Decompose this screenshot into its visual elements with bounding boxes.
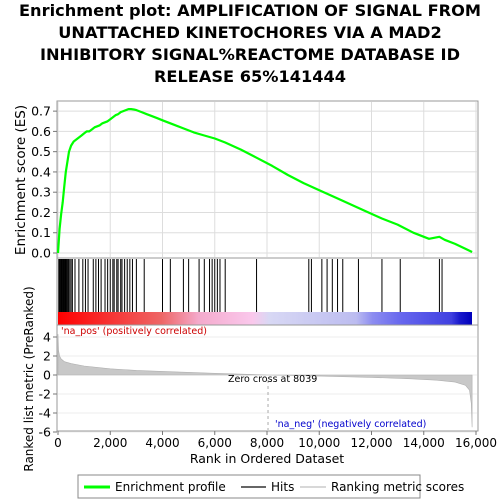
metric-y-tick-label: 2 bbox=[43, 349, 51, 364]
x-tick-label: 6,000 bbox=[198, 436, 232, 450]
es-y-tick-label: 0.4 bbox=[31, 164, 51, 179]
title-line-4: RELEASE 65%141444 bbox=[153, 67, 347, 86]
title-line-2: UNATTACHED KINETOCHORES VIA A MAD2 bbox=[58, 23, 442, 42]
es-y-tick-label: 0.5 bbox=[31, 144, 51, 159]
legend: Enrichment profile Hits Ranking metric s… bbox=[77, 474, 464, 499]
metric-y-axis: 4 2 0 -2 -4 -6 bbox=[39, 330, 57, 440]
x-tick-label: 4,000 bbox=[145, 436, 179, 450]
x-tick-label: 2,000 bbox=[93, 436, 127, 450]
es-y-tick-label: 0.2 bbox=[31, 205, 51, 220]
metric-y-tick-label: -2 bbox=[39, 387, 51, 402]
title-line-1: Enrichment plot: AMPLIFICATION OF SIGNAL… bbox=[19, 1, 481, 20]
es-y-axis-label: Enrichment score (ES) bbox=[13, 105, 29, 255]
legend-hits-label: Hits bbox=[271, 480, 294, 494]
title-line-3: INHIBITORY SIGNAL%REACTOME DATABASE ID bbox=[39, 45, 461, 64]
x-axis: 0 2,000 4,000 6,000 8,000 10,000 12,000 14,000 1… bbox=[54, 431, 497, 450]
es-y-tick-label: 0.3 bbox=[31, 185, 51, 200]
es-y-tick-label: 0.0 bbox=[31, 246, 51, 261]
es-y-tick-label: 0.7 bbox=[31, 104, 51, 119]
x-tick-label: 16,000 bbox=[455, 436, 497, 450]
rank-color-bar bbox=[58, 312, 472, 325]
metric-y-tick-label: 4 bbox=[43, 330, 51, 345]
x-tick-label: 8,000 bbox=[250, 436, 284, 450]
zero-cross-label: Zero cross at 8039 bbox=[228, 374, 317, 385]
ranking-metric-area bbox=[57, 334, 473, 428]
metric-y-tick-label: -4 bbox=[39, 406, 52, 421]
x-tick-label: 14,000 bbox=[403, 436, 445, 450]
negative-correlation-label: 'na_neg' (negatively correlated) bbox=[275, 419, 426, 430]
legend-profile-label: Enrichment profile bbox=[115, 480, 226, 494]
chart-title: Enrichment plot: AMPLIFICATION OF SIGNAL… bbox=[0, 0, 500, 88]
es-y-tick-label: 0.1 bbox=[31, 225, 51, 240]
positive-correlation-label: 'na_pos' (positively correlated) bbox=[61, 326, 207, 337]
x-tick-label: 0 bbox=[54, 436, 62, 450]
es-y-axis: 0.0 0.1 0.2 0.3 0.4 0.5 0.6 0.7 bbox=[31, 104, 57, 261]
es-gridlines bbox=[57, 102, 477, 257]
x-tick-label: 10,000 bbox=[298, 436, 340, 450]
metric-y-axis-label: Ranked list metric (PreRanked) bbox=[22, 286, 36, 471]
x-axis-label: Rank in Ordered Dataset bbox=[190, 451, 344, 466]
legend-metric-label: Ranking metric scores bbox=[331, 480, 464, 494]
x-tick-label: 12,000 bbox=[351, 436, 393, 450]
metric-y-tick-label: 0 bbox=[43, 368, 51, 383]
es-y-tick-label: 0.6 bbox=[31, 124, 51, 139]
hits-marks bbox=[58, 259, 443, 312]
metric-y-tick-label: -6 bbox=[39, 425, 52, 440]
enrichment-profile-line bbox=[56, 107, 473, 254]
